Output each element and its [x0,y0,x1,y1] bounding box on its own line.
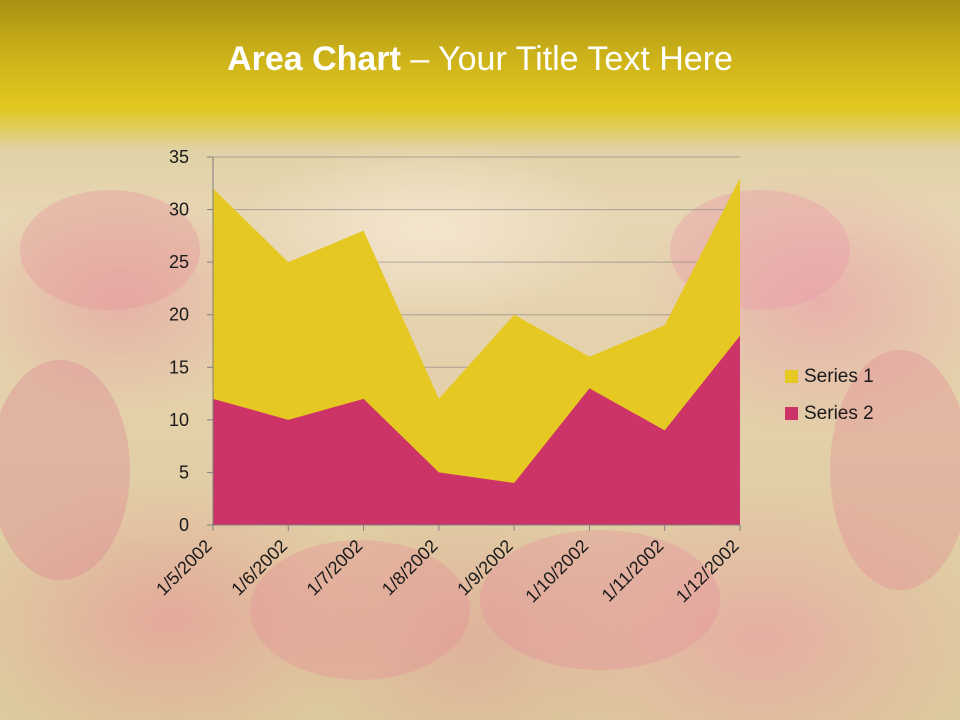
x-tick-label: 1/9/2002 [453,536,517,600]
y-tick-label: 25 [169,252,189,272]
x-tick-label: 1/10/2002 [521,536,592,607]
x-tick-label: 1/5/2002 [152,536,216,600]
legend-swatch [785,407,798,420]
x-tick-label: 1/12/2002 [672,536,743,607]
slide-title-bold: Area Chart [227,40,401,78]
legend-label: Series 2 [804,402,874,424]
legend-label: Series 1 [804,365,874,387]
x-tick-label: 1/8/2002 [378,536,442,600]
slide-title: Area Chart – Your Title Text Here [0,40,960,79]
y-tick-label: 30 [169,200,189,220]
y-tick-label: 0 [179,515,189,535]
x-tick-label: 1/6/2002 [227,536,291,600]
chart-legend: Series 1 Series 2 [785,358,874,432]
slide-title-rest: – Your Title Text Here [400,40,733,78]
legend-item-series-2: Series 2 [785,395,874,432]
x-tick-label: 1/7/2002 [303,536,367,600]
y-tick-label: 20 [169,305,189,325]
y-tick-label: 10 [169,410,189,430]
y-tick-label: 35 [169,147,189,167]
x-tick-label: 1/11/2002 [598,536,668,606]
y-tick-label: 5 [179,462,189,482]
legend-swatch [785,370,798,383]
area-series-2 [213,335,740,525]
y-tick-label: 15 [169,357,189,377]
legend-item-series-1: Series 1 [785,358,874,395]
slide-header-band [0,0,960,150]
